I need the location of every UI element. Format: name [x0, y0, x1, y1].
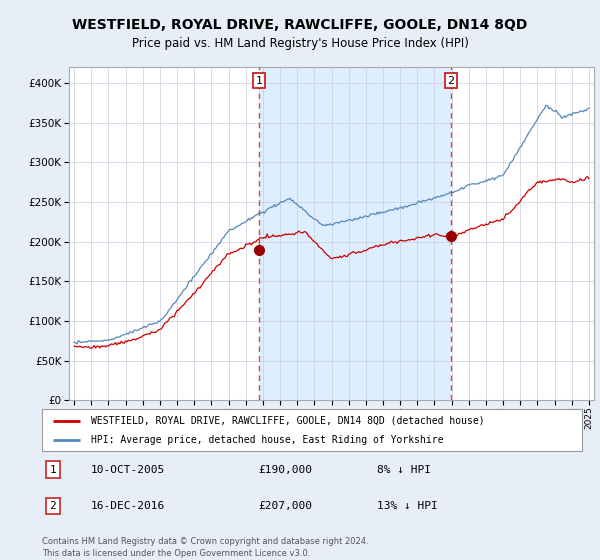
Text: 16-DEC-2016: 16-DEC-2016	[91, 501, 165, 511]
Text: 13% ↓ HPI: 13% ↓ HPI	[377, 501, 437, 511]
Text: £190,000: £190,000	[258, 464, 312, 474]
Text: This data is licensed under the Open Government Licence v3.0.: This data is licensed under the Open Gov…	[42, 549, 310, 558]
Text: 1: 1	[256, 76, 263, 86]
Text: WESTFIELD, ROYAL DRIVE, RAWCLIFFE, GOOLE, DN14 8QD (detached house): WESTFIELD, ROYAL DRIVE, RAWCLIFFE, GOOLE…	[91, 416, 484, 426]
Text: Contains HM Land Registry data © Crown copyright and database right 2024.: Contains HM Land Registry data © Crown c…	[42, 537, 368, 546]
Text: 2: 2	[49, 501, 56, 511]
Bar	[259, 67, 451, 400]
Text: HPI: Average price, detached house, East Riding of Yorkshire: HPI: Average price, detached house, East…	[91, 435, 443, 445]
FancyBboxPatch shape	[42, 409, 582, 451]
Text: 8% ↓ HPI: 8% ↓ HPI	[377, 464, 431, 474]
Text: £207,000: £207,000	[258, 501, 312, 511]
Text: 10-OCT-2005: 10-OCT-2005	[91, 464, 165, 474]
Text: WESTFIELD, ROYAL DRIVE, RAWCLIFFE, GOOLE, DN14 8QD: WESTFIELD, ROYAL DRIVE, RAWCLIFFE, GOOLE…	[73, 18, 527, 32]
Text: 1: 1	[49, 464, 56, 474]
Text: 2: 2	[448, 76, 454, 86]
Text: Price paid vs. HM Land Registry's House Price Index (HPI): Price paid vs. HM Land Registry's House …	[131, 37, 469, 50]
